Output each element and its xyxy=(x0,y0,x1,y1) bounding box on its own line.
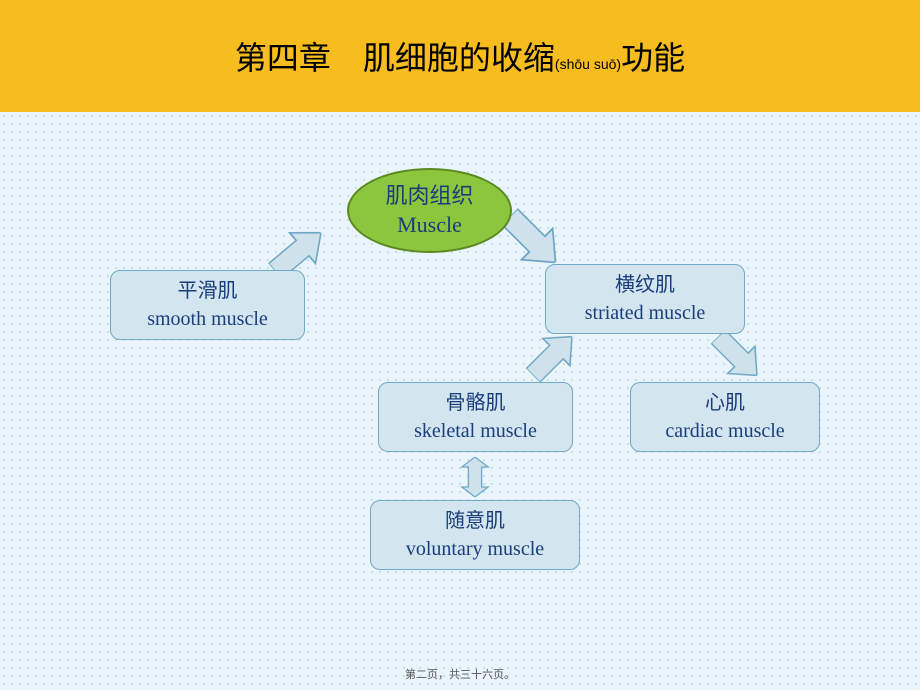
root-label-cn: 肌肉组织 xyxy=(385,182,473,211)
node-voluntary-en: voluntary muscle xyxy=(406,535,544,563)
node-striated: 横纹肌striated muscle xyxy=(545,264,745,334)
arrow-a5 xyxy=(453,457,497,497)
node-skeletal-cn: 骨骼肌 xyxy=(446,389,506,417)
title-suffix: 功能 xyxy=(621,40,685,76)
node-skeletal: 骨骼肌skeletal muscle xyxy=(378,382,573,452)
footer-text: 第二页，共三十六页。 xyxy=(405,669,515,681)
diagram-area: 肌肉组织 Muscle 平滑肌smooth muscle 横纹肌striated … xyxy=(0,112,920,690)
node-cardiac: 心肌cardiac muscle xyxy=(630,382,820,452)
node-smooth-en: smooth muscle xyxy=(147,305,268,333)
root-node-muscle: 肌肉组织 Muscle xyxy=(347,168,512,253)
node-skeletal-en: skeletal muscle xyxy=(414,417,537,445)
node-striated-en: striated muscle xyxy=(585,299,706,327)
title-prefix: 第四章 肌细胞的收缩 xyxy=(235,40,555,76)
node-voluntary: 随意肌voluntary muscle xyxy=(370,500,580,570)
node-cardiac-cn: 心肌 xyxy=(705,389,745,417)
slide-header: 第四章 肌细胞的收缩(shōu suō)功能 xyxy=(0,0,920,112)
node-voluntary-cn: 随意肌 xyxy=(445,507,505,535)
root-label-en: Muscle xyxy=(397,211,462,240)
slide-title: 第四章 肌细胞的收缩(shōu suō)功能 xyxy=(235,33,685,79)
node-cardiac-en: cardiac muscle xyxy=(665,417,784,445)
slide-footer: 第二页，共三十六页。 xyxy=(0,666,920,682)
node-smooth: 平滑肌smooth muscle xyxy=(110,270,305,340)
node-striated-cn: 横纹肌 xyxy=(615,271,675,299)
title-pinyin: (shōu suō) xyxy=(555,56,621,72)
node-smooth-cn: 平滑肌 xyxy=(178,277,238,305)
